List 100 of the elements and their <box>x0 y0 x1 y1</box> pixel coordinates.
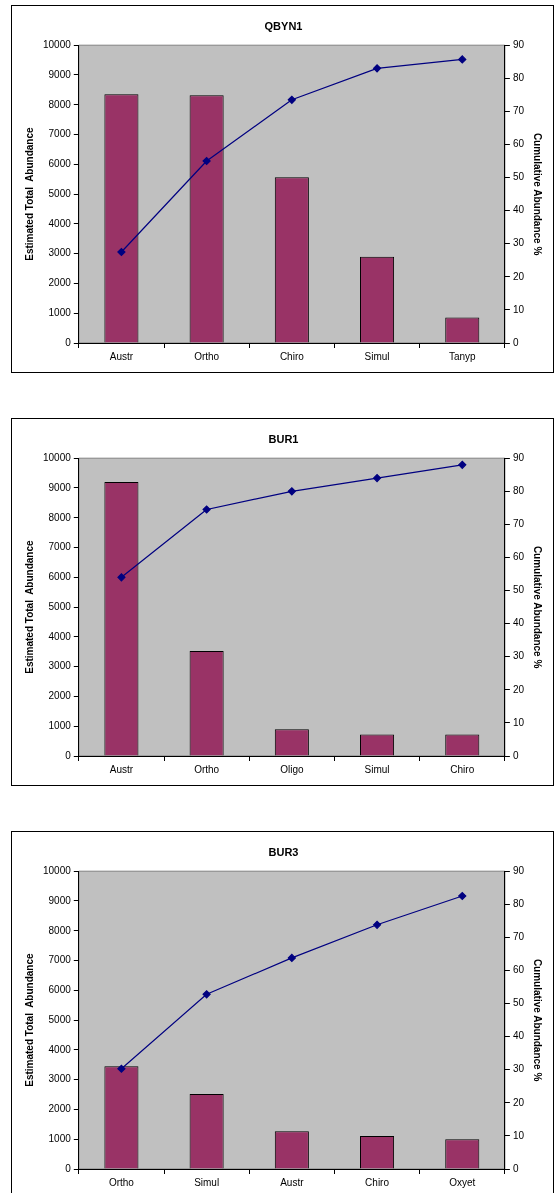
point <box>458 55 467 64</box>
y2-tick-label: 20 <box>512 1096 525 1108</box>
y-tick-label: 1000 <box>48 719 72 731</box>
y2-tick-label: 50 <box>512 584 525 596</box>
x-tick-label: Ortho <box>194 763 220 775</box>
y2-tick-label: 80 <box>512 898 525 910</box>
y2-tick-label: 90 <box>512 451 525 463</box>
y-tick-label: 9000 <box>48 481 72 493</box>
y-tick-label: 2000 <box>48 277 72 289</box>
point <box>202 505 211 514</box>
y-tick-label: 6000 <box>48 571 72 583</box>
y-axis-title: Estimated Total Abundance <box>23 126 35 261</box>
x-tick-label: Austr <box>280 1176 305 1188</box>
x-tick-label: Oligo <box>280 763 304 775</box>
y2-tick-label: 50 <box>512 997 525 1009</box>
y2-axis-title: Cumulative Abundance % <box>532 958 544 1082</box>
y2-tick-label: 80 <box>512 485 525 497</box>
y2-tick-label: 40 <box>512 617 525 629</box>
y-tick-label: 5000 <box>48 600 72 612</box>
point <box>287 95 296 104</box>
y2-tick-label: 70 <box>512 518 525 530</box>
y-tick-label: 10000 <box>43 451 72 463</box>
y2-tick-label: 90 <box>512 864 525 876</box>
y2-tick-label: 60 <box>512 964 525 976</box>
y-tick-label: 9000 <box>48 894 72 906</box>
y2-tick-label: 0 <box>512 336 519 348</box>
chart-title: BUR3 <box>268 845 299 858</box>
chart-title: BUR1 <box>268 432 299 445</box>
x-tick-label: Simul <box>364 763 390 775</box>
x-tick-label: Chiro <box>279 350 305 362</box>
y-tick-label: 10000 <box>43 38 72 50</box>
y-tick-label: 8000 <box>48 98 72 110</box>
y-tick-label: 7000 <box>48 541 72 553</box>
point <box>202 990 211 999</box>
x-tick-label: Simul <box>194 1176 220 1188</box>
chart-title: QBYN1 <box>264 19 303 32</box>
x-tick-label: Simul <box>364 350 390 362</box>
point <box>117 1064 126 1073</box>
y2-tick-label: 70 <box>512 931 525 943</box>
y-tick-label: 3000 <box>48 1073 72 1085</box>
x-tick-label: Ortho <box>108 1176 135 1188</box>
y-tick-label: 5000 <box>48 187 72 199</box>
y-tick-label: 8000 <box>48 511 72 523</box>
x-tick-label: Chiro <box>365 1176 390 1188</box>
y-tick-label: 2000 <box>48 1103 72 1115</box>
y-axis-title: Estimated Total Abundance <box>23 539 35 674</box>
point <box>372 473 382 483</box>
y2-tick-label: 70 <box>512 105 525 117</box>
y2-tick-label: 50 <box>512 171 525 183</box>
y2-tick-label: 40 <box>512 204 525 216</box>
y2-tick-label: 80 <box>512 72 525 84</box>
y2-tick-label: 10 <box>512 303 525 315</box>
y-tick-label: 1000 <box>48 306 72 318</box>
y2-tick-label: 10 <box>512 716 525 728</box>
y-tick-label: 8000 <box>48 924 72 936</box>
y-tick-label: 3000 <box>48 660 72 672</box>
y2-tick-label: 30 <box>512 1063 525 1075</box>
y-tick-label: 3000 <box>48 247 72 259</box>
point <box>458 460 467 469</box>
point <box>117 573 126 582</box>
point <box>287 487 296 496</box>
y2-tick-label: 20 <box>512 270 525 282</box>
y2-tick-label: 40 <box>512 1030 525 1042</box>
y-tick-label: 0 <box>65 1162 72 1174</box>
y2-tick-label: 10 <box>512 1129 525 1141</box>
y-tick-label: 7000 <box>48 128 72 140</box>
x-tick-label: Tanyp <box>448 350 477 362</box>
y-tick-label: 5000 <box>48 1013 72 1025</box>
y2-tick-label: 30 <box>512 650 525 662</box>
y-axis-title: Estimated Total Abundance <box>23 952 35 1087</box>
y2-tick-label: 0 <box>512 749 519 761</box>
y2-tick-label: 60 <box>512 138 525 150</box>
y-tick-label: 4000 <box>48 1043 72 1055</box>
y2-tick-label: 90 <box>512 38 525 50</box>
point <box>458 891 467 901</box>
y-tick-label: 1000 <box>48 1132 72 1144</box>
point <box>202 156 211 166</box>
point <box>117 247 126 257</box>
point <box>372 920 382 929</box>
y-tick-label: 7000 <box>48 954 72 966</box>
y-tick-label: 2000 <box>48 690 72 702</box>
y-tick-label: 6000 <box>48 158 72 170</box>
point <box>287 953 296 962</box>
x-tick-label: Chiro <box>450 763 475 775</box>
y-tick-label: 0 <box>65 336 72 348</box>
y2-tick-label: 20 <box>512 683 525 695</box>
y2-tick-label: 0 <box>512 1162 519 1174</box>
x-tick-label: Oxyet <box>449 1176 476 1188</box>
y-tick-label: 10000 <box>43 864 72 876</box>
y-tick-label: 0 <box>65 749 72 761</box>
y2-tick-label: 60 <box>512 551 525 563</box>
y2-axis-title: Cumulative Abundance % <box>532 545 544 669</box>
y-tick-label: 4000 <box>48 630 72 642</box>
x-tick-label: Austr <box>109 350 134 362</box>
y2-tick-label: 30 <box>512 237 525 249</box>
y-tick-label: 6000 <box>48 984 72 996</box>
y2-axis-title: Cumulative Abundance % <box>532 132 544 256</box>
x-tick-label: Ortho <box>194 350 220 362</box>
x-tick-label: Austr <box>109 763 134 775</box>
y-tick-label: 4000 <box>48 217 72 229</box>
